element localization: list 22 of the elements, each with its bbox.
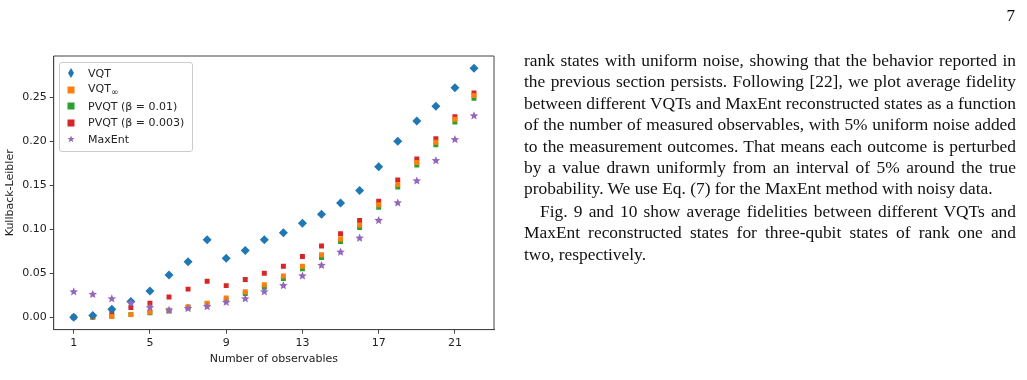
legend-label: MaxEnt (88, 132, 129, 146)
x-tick-label: 17 (371, 336, 386, 350)
caption: Fig. 9 and 10 show average fidelities between different VQTs and MaxEnt reconstructed states for three-qubit states of rank one and two, respectively. (524, 200, 1016, 266)
y-axis-title: Kullback-Leibler (3, 148, 17, 237)
x-tick-label: 13 (295, 336, 310, 350)
y-tick-label: 0.10 (22, 222, 47, 236)
legend-label: PVQT (β = 0.003) (88, 116, 185, 130)
y-tick-label: 0.20 (22, 134, 47, 148)
x-tick-label: 9 (222, 336, 230, 350)
legend-label: VQT$_{∞}$ (88, 82, 119, 98)
x-axis-title: Number of observables (209, 352, 339, 366)
x-tick-label: 21 (447, 336, 462, 350)
text: 7 (1006, 6, 1015, 26)
y-tick-label: 0.15 (22, 178, 47, 192)
y-tick-label: 0.00 (22, 310, 47, 324)
x-tick-label: 1 (70, 336, 78, 350)
y-tick-label: 0.05 (22, 266, 47, 280)
legend-label: PVQT (β = 0.01) (88, 99, 178, 113)
y-tick-label: 0.25 (22, 90, 47, 104)
x-tick-label: 5 (146, 336, 154, 350)
legend-label: VQT (88, 66, 111, 80)
text: rank states with uniform noise, showing that the behavior reported in the previous section persists. Following [22], we plot average fidelity between different VQTs and MaxEnt reconstructed states as a function of the number of measured observables, with 5% uniform noise added to the measurement outcomes. That means each outcome is perturbed by a value drawn uniformly from an interval of 5% around the true probability. We use Eq. (7) for the MaxEnt method with noisy data. (524, 50, 1016, 200)
